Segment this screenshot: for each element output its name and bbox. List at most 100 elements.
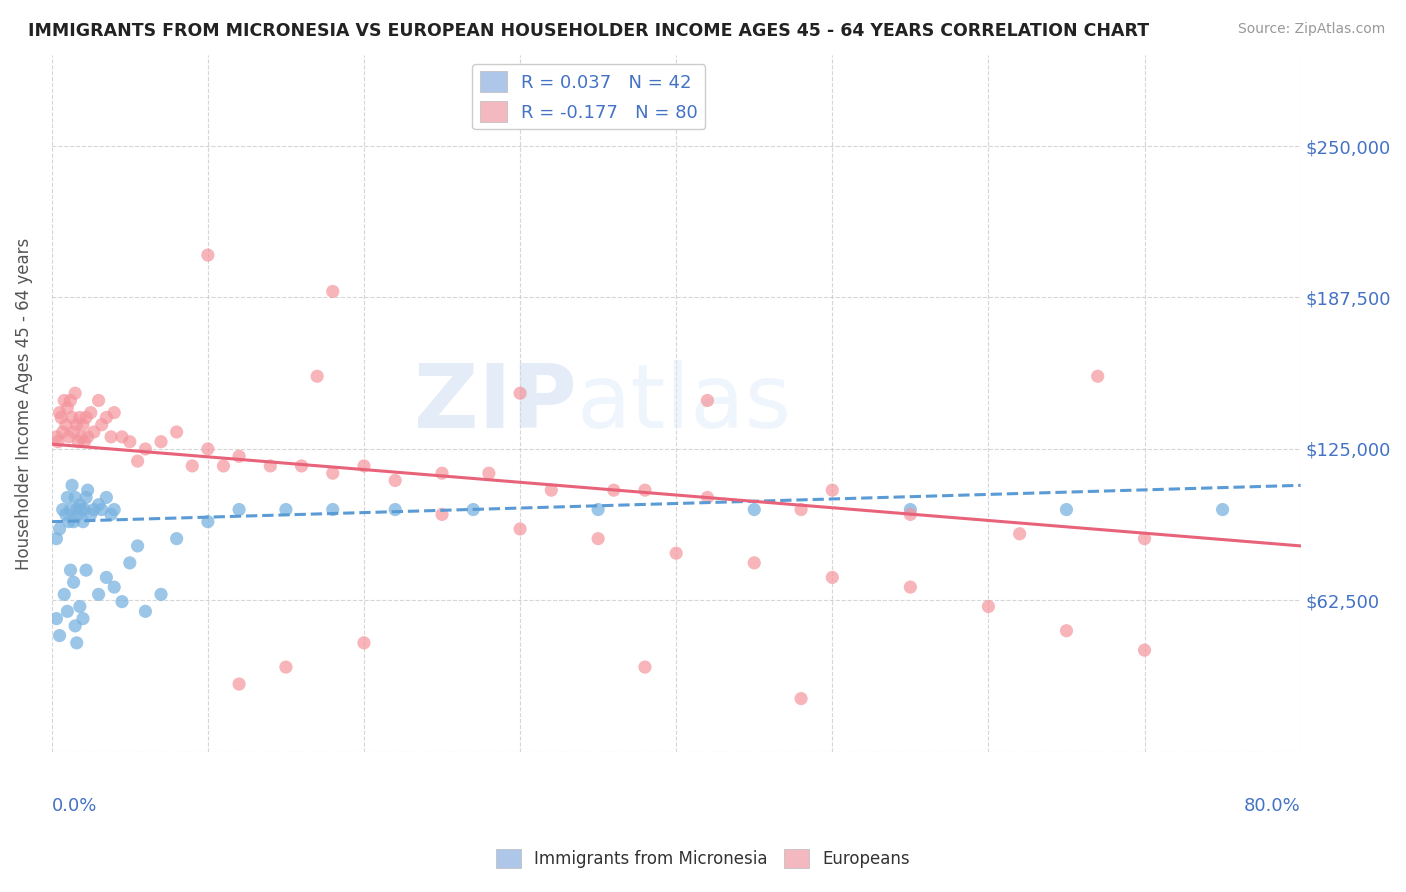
Point xyxy=(134,604,156,618)
Point xyxy=(52,425,75,439)
Point xyxy=(181,458,204,473)
Point xyxy=(430,466,453,480)
Point xyxy=(83,502,105,516)
Point xyxy=(90,417,112,432)
Point xyxy=(197,442,219,456)
Point xyxy=(66,636,89,650)
Point xyxy=(67,434,90,449)
Point xyxy=(1087,369,1109,384)
Point xyxy=(384,502,406,516)
Point xyxy=(59,393,82,408)
Point xyxy=(821,483,844,498)
Point xyxy=(52,502,75,516)
Point xyxy=(111,430,134,444)
Point xyxy=(63,386,86,401)
Point xyxy=(62,425,84,439)
Point xyxy=(603,483,626,498)
Point xyxy=(111,595,134,609)
Point xyxy=(59,563,82,577)
Point xyxy=(69,410,91,425)
Point xyxy=(150,587,173,601)
Point xyxy=(898,502,921,516)
Point xyxy=(977,599,1000,614)
Point xyxy=(96,491,118,505)
Point xyxy=(509,386,531,401)
Point xyxy=(63,491,86,505)
Point xyxy=(197,515,219,529)
Point xyxy=(586,502,609,516)
Point xyxy=(62,515,84,529)
Point xyxy=(70,430,93,444)
Point xyxy=(228,449,250,463)
Point xyxy=(76,430,98,444)
Y-axis label: Householder Income Ages 45 - 64 years: Householder Income Ages 45 - 64 years xyxy=(15,237,32,570)
Point xyxy=(72,417,94,432)
Point xyxy=(69,599,91,614)
Point xyxy=(1056,624,1078,638)
Point xyxy=(72,612,94,626)
Point xyxy=(69,498,91,512)
Point xyxy=(58,515,80,529)
Point xyxy=(62,575,84,590)
Point xyxy=(67,508,90,522)
Text: ZIP: ZIP xyxy=(413,360,576,447)
Point xyxy=(55,508,77,522)
Point xyxy=(96,570,118,584)
Point xyxy=(1133,532,1156,546)
Point xyxy=(53,587,76,601)
Point xyxy=(118,434,141,449)
Point xyxy=(166,425,188,439)
Point xyxy=(665,546,688,560)
Point xyxy=(55,417,77,432)
Legend: Immigrants from Micronesia, Europeans: Immigrants from Micronesia, Europeans xyxy=(489,843,917,875)
Point xyxy=(73,434,96,449)
Point xyxy=(1133,643,1156,657)
Text: IMMIGRANTS FROM MICRONESIA VS EUROPEAN HOUSEHOLDER INCOME AGES 45 - 64 YEARS COR: IMMIGRANTS FROM MICRONESIA VS EUROPEAN H… xyxy=(28,22,1149,40)
Point xyxy=(103,406,125,420)
Point xyxy=(634,483,657,498)
Point xyxy=(290,458,312,473)
Point xyxy=(45,430,67,444)
Point xyxy=(90,502,112,516)
Point xyxy=(75,410,97,425)
Point xyxy=(384,474,406,488)
Point xyxy=(540,483,562,498)
Point xyxy=(790,502,813,516)
Point xyxy=(48,629,70,643)
Point xyxy=(197,248,219,262)
Point xyxy=(274,660,297,674)
Point xyxy=(103,580,125,594)
Point xyxy=(46,434,69,449)
Point xyxy=(634,660,657,674)
Text: 0.0%: 0.0% xyxy=(52,797,97,815)
Text: Source: ZipAtlas.com: Source: ZipAtlas.com xyxy=(1237,22,1385,37)
Point xyxy=(127,454,149,468)
Point xyxy=(53,393,76,408)
Point xyxy=(212,458,235,473)
Point xyxy=(353,636,375,650)
Point xyxy=(87,393,110,408)
Point xyxy=(72,515,94,529)
Point xyxy=(45,612,67,626)
Point xyxy=(100,430,122,444)
Point xyxy=(150,434,173,449)
Point xyxy=(898,508,921,522)
Point xyxy=(73,502,96,516)
Point xyxy=(96,410,118,425)
Point xyxy=(87,498,110,512)
Point xyxy=(353,458,375,473)
Point xyxy=(166,532,188,546)
Point xyxy=(821,570,844,584)
Point xyxy=(48,522,70,536)
Point xyxy=(430,508,453,522)
Point xyxy=(45,532,67,546)
Point xyxy=(127,539,149,553)
Point xyxy=(228,502,250,516)
Point xyxy=(66,417,89,432)
Point xyxy=(1056,502,1078,516)
Point xyxy=(49,410,72,425)
Point xyxy=(59,502,82,516)
Point xyxy=(790,691,813,706)
Point xyxy=(63,619,86,633)
Point xyxy=(463,502,485,516)
